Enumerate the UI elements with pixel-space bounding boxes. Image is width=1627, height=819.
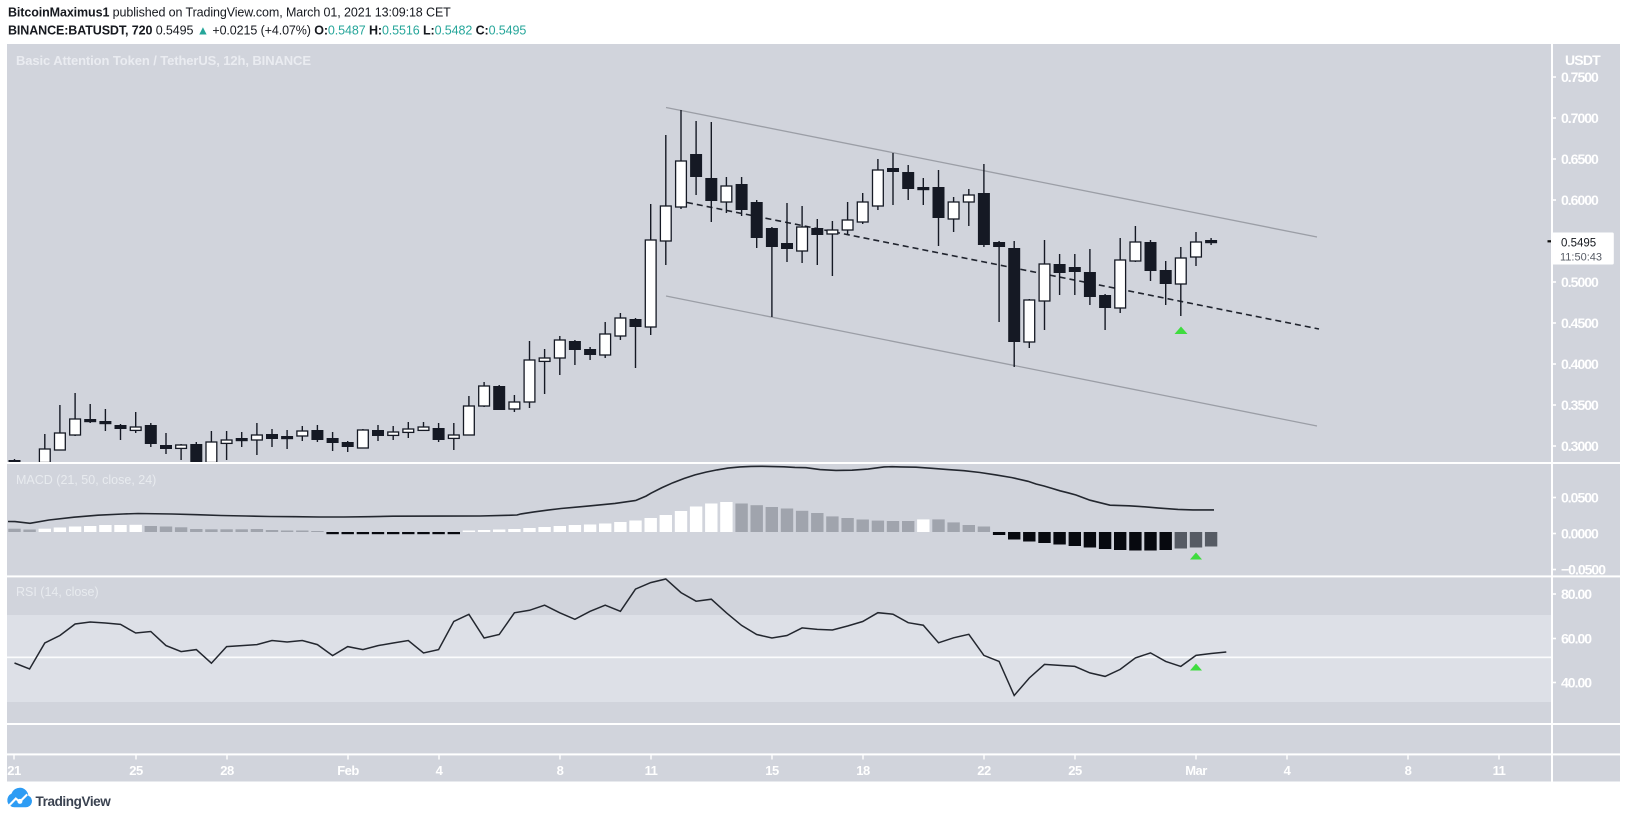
svg-text:TradingView: TradingView [36,794,112,809]
svg-text:8: 8 [557,763,564,778]
svg-text:60.00: 60.00 [1561,631,1592,647]
svg-text:21: 21 [7,763,21,778]
svg-text:8: 8 [1405,763,1412,778]
svg-text:BitcoinMaximus1 published on T: BitcoinMaximus1 published on TradingView… [8,6,451,20]
svg-text:11: 11 [645,763,658,778]
svg-text:MACD (21, 50, close, 24): MACD (21, 50, close, 24) [16,473,156,487]
svg-text:0.6500: 0.6500 [1561,151,1599,167]
svg-text:22: 22 [977,763,991,778]
svg-text:0.6000: 0.6000 [1561,192,1599,208]
svg-text:18: 18 [856,763,870,778]
svg-text:25: 25 [1068,763,1082,778]
svg-text:−0.0500: −0.0500 [1561,562,1606,578]
svg-text:0.0500: 0.0500 [1561,490,1599,506]
svg-text:25: 25 [129,763,143,778]
svg-text:Mar: Mar [1185,763,1207,778]
svg-text:Basic Attention Token / Tether: Basic Attention Token / TetherUS, 12h, B… [16,53,311,68]
svg-text:15: 15 [765,763,779,778]
svg-text:0.7000: 0.7000 [1561,110,1599,126]
svg-text:4: 4 [1284,763,1292,778]
svg-text:80.00: 80.00 [1561,586,1592,602]
svg-text:0.3500: 0.3500 [1561,397,1599,413]
svg-text:0.0000: 0.0000 [1561,526,1599,542]
svg-text:4: 4 [436,763,444,778]
svg-text:11:50:43: 11:50:43 [1560,252,1602,264]
svg-text:40.00: 40.00 [1561,675,1592,691]
svg-text:Feb: Feb [337,763,359,778]
svg-text:28: 28 [220,763,234,778]
svg-text:0.5000: 0.5000 [1561,274,1599,290]
svg-text:11: 11 [1493,763,1506,778]
svg-text:USDT: USDT [1565,52,1601,68]
svg-text:RSI (14, close): RSI (14, close) [16,585,99,599]
svg-text:0.5495: 0.5495 [1561,238,1596,250]
svg-text:0.4500: 0.4500 [1561,315,1599,331]
svg-text:BINANCE:BATUSDT, 720 0.5495 ▲: BINANCE:BATUSDT, 720 0.5495 ▲ +0.0215 (+… [8,24,526,38]
svg-text:0.4000: 0.4000 [1561,356,1599,372]
svg-text:0.7500: 0.7500 [1561,69,1599,85]
svg-text:0.3000: 0.3000 [1561,438,1599,454]
